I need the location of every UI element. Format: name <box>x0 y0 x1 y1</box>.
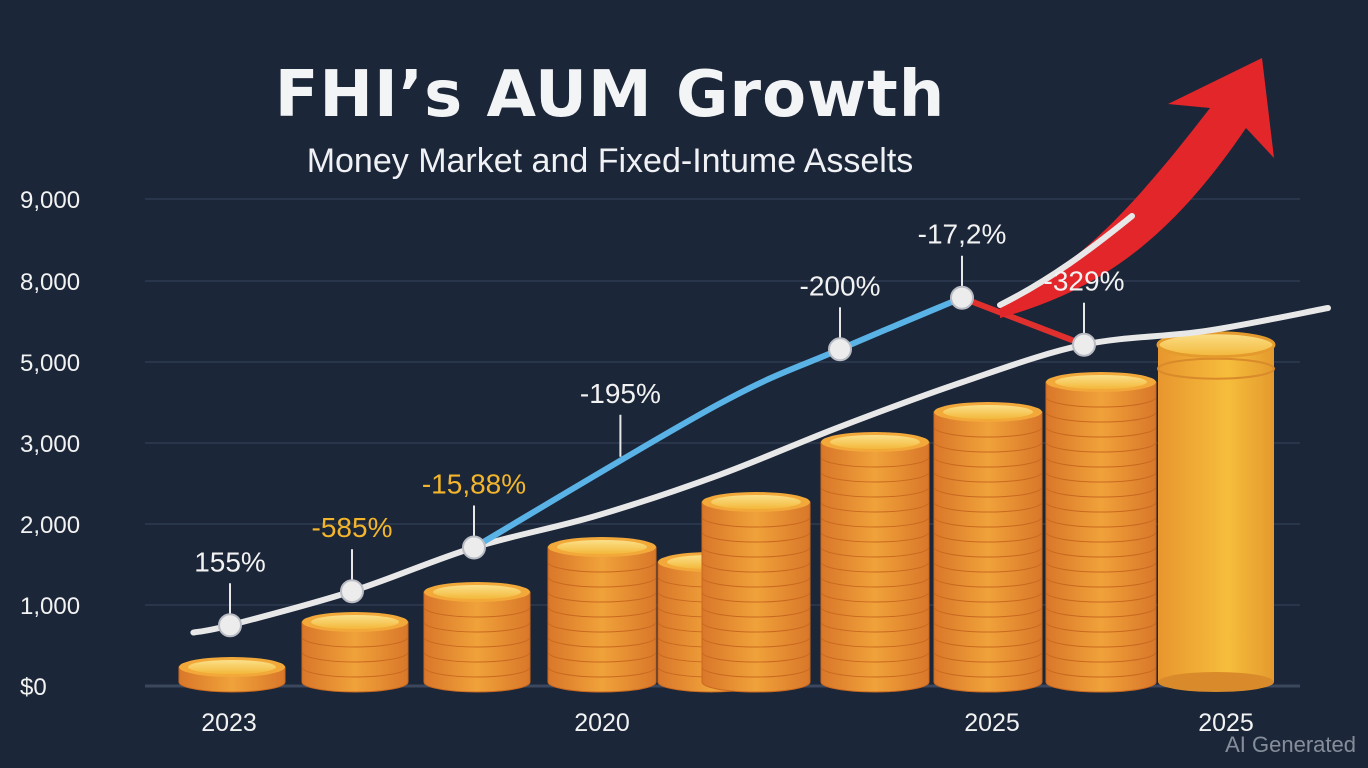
coin-stack <box>547 537 657 693</box>
marker-label: -329% <box>1044 266 1125 297</box>
coin-top <box>557 540 647 554</box>
coin-top <box>188 660 276 674</box>
growth-arrow-highlight <box>997 213 1135 308</box>
growth-marker: 155% <box>194 546 266 638</box>
x-axis-ticks: 2023 2020 2025 2025 <box>201 709 1254 737</box>
growth-marker: -17,2% <box>918 219 1007 310</box>
y-axis-ticks: $0 1,000 2,000 3,000 5,000 8,000 9,000 <box>20 187 80 701</box>
ai-generated-watermark: AI Generated <box>1225 732 1356 757</box>
coin-top <box>433 585 521 599</box>
x-tick-label: 2020 <box>574 709 630 737</box>
y-tick-label: 8,000 <box>20 269 80 296</box>
coin-stack <box>178 657 286 693</box>
gold-column-top <box>1156 331 1276 359</box>
growth-marker: -329% <box>1044 266 1125 357</box>
y-tick-label: 9,000 <box>20 187 80 214</box>
marker-label: 155% <box>194 546 266 577</box>
marker-dot <box>462 535 486 560</box>
marker-dot <box>950 285 974 310</box>
x-tick-label: 2025 <box>964 709 1020 737</box>
chart-title: FHI’s AUM Growth <box>274 58 946 132</box>
y-tick-label: 3,000 <box>20 431 80 458</box>
coin-stack <box>1156 331 1276 692</box>
growth-marker: -195% <box>580 378 661 457</box>
coin-stack <box>933 402 1043 693</box>
gold-column-rim <box>1157 357 1275 380</box>
marker-label: -15,88% <box>422 468 526 499</box>
coin-top <box>711 495 801 509</box>
marker-dot <box>1072 332 1096 357</box>
coin-stack <box>423 582 531 693</box>
coin-top <box>1055 375 1147 389</box>
y-tick-label: 1,000 <box>20 593 80 620</box>
x-tick-label: 2023 <box>201 709 257 737</box>
marker-dot <box>828 337 852 362</box>
growth-arrow-shape <box>1000 58 1274 318</box>
growth-arrow <box>997 58 1274 318</box>
chart-subtitle: Money Market and Fixed-Intume Asselts <box>306 142 914 180</box>
marker-dot <box>218 613 242 638</box>
gold-column <box>1158 344 1274 682</box>
y-tick-label: $0 <box>20 674 47 701</box>
coin-stack <box>701 492 811 693</box>
coin-top <box>311 615 399 629</box>
coin-stack <box>1045 372 1157 693</box>
marker-label: -17,2% <box>918 219 1007 250</box>
growth-marker: -15,88% <box>422 468 526 560</box>
x-tick-label: 2025 <box>1198 709 1254 737</box>
gold-column-base <box>1158 672 1274 692</box>
coin-stacks <box>178 331 1276 693</box>
y-tick-label: 5,000 <box>20 350 80 377</box>
coin-stack <box>301 612 409 693</box>
marker-label: -585% <box>312 512 393 543</box>
trend-line-blue <box>471 294 965 551</box>
coin-top <box>943 405 1033 419</box>
growth-marker: -200% <box>800 270 881 362</box>
growth-markers: 155% -585% -15,88% -195% -200% -17,2% -329% <box>194 219 1125 638</box>
marker-dot <box>340 579 364 604</box>
trend-line-red <box>959 294 1087 348</box>
coin-top <box>830 435 920 449</box>
y-tick-label: 2,000 <box>20 512 80 539</box>
coin-stack <box>820 432 930 693</box>
growth-marker: -585% <box>312 512 393 604</box>
marker-label: -200% <box>800 270 881 301</box>
marker-label: -195% <box>580 378 661 409</box>
